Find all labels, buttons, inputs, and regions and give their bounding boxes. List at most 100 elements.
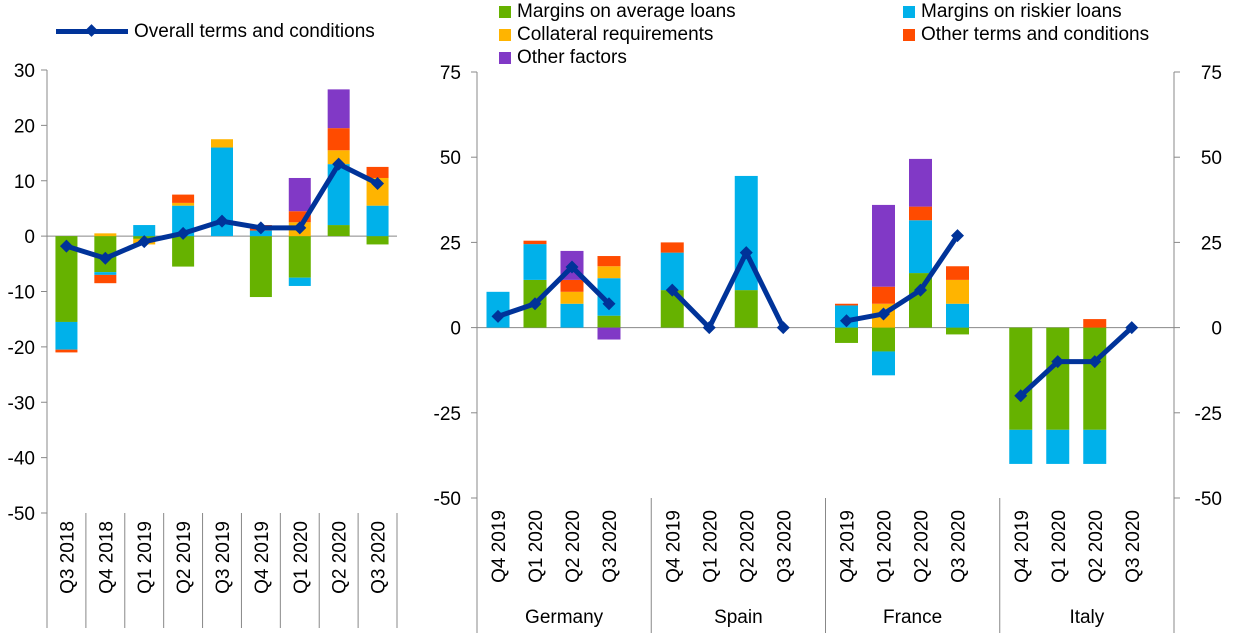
right-bar-germany-segment-other-terms <box>523 240 547 245</box>
left-x-tick-label: Q4 2018 <box>96 521 117 594</box>
left-x-tick-label: Q3 2019 <box>213 521 234 594</box>
left-y-tick-label: -20 <box>8 338 35 359</box>
left-overall-marker <box>59 239 73 253</box>
right-y-tick-label-left: -50 <box>434 489 461 510</box>
right-bar-france-segment-collateral <box>946 279 969 304</box>
left-bar-segment-margins-average <box>55 236 78 322</box>
right-italy-overall-marker <box>1014 389 1028 403</box>
right-bar-france-segment-margins-riskier <box>946 303 969 328</box>
right-bar-germany-segment-other-factors <box>597 327 621 340</box>
left-overall-marker <box>293 221 307 235</box>
right-x-tick-label: Q2 2020 <box>737 510 758 583</box>
right-x-tick-label: Q2 2020 <box>563 510 584 583</box>
right-x-tick-label: Q2 2020 <box>912 510 933 583</box>
left-bar-segment-other-terms <box>94 274 117 284</box>
left-bar-segment-margins-riskier <box>366 205 389 237</box>
legend-line-marker <box>56 20 128 43</box>
right-spain-overall-marker <box>739 246 753 260</box>
right-y-tick-label-right: 75 <box>1201 63 1222 84</box>
right-germany-overall-line <box>497 264 611 319</box>
right-italy-overall-line <box>1019 325 1134 398</box>
legend-item-collateral: Collateral requirements <box>499 23 713 46</box>
right-x-tick-label: Q1 2020 <box>526 510 547 583</box>
group-label-italy: Italy <box>1069 607 1104 628</box>
right-italy-overall-marker <box>1051 355 1065 369</box>
right-bar-france-segment-margins-average <box>946 327 969 335</box>
legend-swatch-other-factors <box>499 51 511 64</box>
left-overall-marker <box>176 226 190 240</box>
right-germany-overall-marker <box>565 260 579 274</box>
right-x-tick-label: Q3 2020 <box>1123 510 1144 583</box>
right-bar-france-segment-margins-riskier <box>872 351 895 376</box>
legend-swatch-collateral <box>499 28 511 41</box>
right-france-overall-marker <box>877 307 890 321</box>
right-x-tick-label: Q4 2019 <box>1012 510 1033 583</box>
right-y-tick-label-right: -50 <box>1195 489 1222 510</box>
right-bar-spain-segment-margins-average <box>734 290 758 328</box>
right-bar-italy-segment-margins-riskier <box>1009 429 1033 464</box>
right-y-tick-label-right: 0 <box>1211 319 1222 340</box>
left-bar-segment-margins-riskier <box>327 164 350 226</box>
right-bar-germany-segment-collateral <box>560 291 584 304</box>
left-bar-segment-margins-riskier <box>211 147 233 237</box>
right-france-overall-marker <box>914 283 927 297</box>
left-x-tick-label: Q1 2020 <box>291 521 312 594</box>
right-y-tick-label-left: 75 <box>440 63 461 84</box>
right-y-tick-label-right: -25 <box>1195 404 1222 425</box>
right-bar-germany-segment-margins-riskier <box>486 291 510 328</box>
right-x-tick-label: Q1 2020 <box>1049 510 1070 583</box>
left-bar-segment-other-terms <box>366 166 389 178</box>
legend-swatch-other-terms <box>903 28 915 41</box>
right-bar-france-segment-margins-average <box>835 327 858 343</box>
right-x-tick-label: Q3 2020 <box>774 510 795 583</box>
legend-label-overall: Overall terms and conditions <box>134 21 375 42</box>
left-bar-segment-other-factors <box>288 177 311 212</box>
right-france-overall-marker <box>840 314 853 328</box>
left-y-tick-label: 10 <box>14 172 35 193</box>
right-bar-france-segment-margins-average <box>909 273 932 328</box>
right-bar-italy-segment-margins-average <box>1046 327 1070 430</box>
right-bar-germany-segment-margins-riskier <box>523 244 547 280</box>
right-france-overall-marker <box>951 229 964 243</box>
right-x-tick-label: Q3 2020 <box>600 510 621 583</box>
right-bar-spain-segment-other-terms <box>660 242 684 253</box>
left-bar-segment-margins-riskier <box>55 321 78 350</box>
left-bar-segment-collateral <box>172 202 195 206</box>
left-bar-segment-margins-average <box>327 225 350 237</box>
right-x-tick-label: Q1 2020 <box>700 510 721 583</box>
right-x-tick-label: Q1 2020 <box>875 510 896 583</box>
left-x-tick-label: Q3 2018 <box>57 521 78 594</box>
legend-item-margins-riskier: Margins on riskier loans <box>903 0 1122 23</box>
left-y-tick-label: 0 <box>24 227 35 248</box>
left-bar-segment-other-terms <box>172 194 195 203</box>
left-x-tick-label: Q1 2019 <box>135 521 156 594</box>
legend-item-other-terms: Other terms and conditions <box>903 23 1149 46</box>
right-x-tick-label: Q3 2020 <box>949 510 970 583</box>
left-bar-segment-margins-average <box>172 236 195 267</box>
right-bar-italy-segment-margins-riskier <box>1046 429 1070 464</box>
right-y-tick-label-left: 50 <box>440 148 461 169</box>
legend-label-margins-riskier: Margins on riskier loans <box>921 1 1122 22</box>
legend: Overall terms and conditions Margins on … <box>0 0 1240 70</box>
legend-item-overall: Overall terms and conditions <box>56 20 375 43</box>
right-y-tick-label-right: 50 <box>1201 148 1222 169</box>
right-bar-france-segment-margins-average <box>872 327 895 352</box>
group-label-germany: Germany <box>525 607 604 628</box>
right-chart-plot: 75 75 50 50 25 25 0 0 -25 -25 -50 -50 Germany Q4 2019… <box>434 63 1222 633</box>
right-bar-france-segment-other-terms <box>872 286 895 304</box>
legend-item-margins-average: Margins on average loans <box>499 0 736 23</box>
right-spain-overall-marker <box>665 283 679 297</box>
legend-swatch-margins-riskier <box>903 5 915 18</box>
left-y-tick-label: -50 <box>8 504 35 525</box>
right-bar-germany-segment-collateral <box>597 266 621 279</box>
legend-item-other-factors: Other factors <box>499 46 627 69</box>
left-bar-segment-collateral <box>366 177 389 206</box>
left-x-tick-label: Q3 2020 <box>369 521 390 594</box>
left-chart-plot: 30 20 10 0 -10 -20 -30 -40 -50 Q3 2018 Q4 2018 Q1 2… <box>8 61 398 628</box>
left-bar-segment-other-terms <box>55 349 78 353</box>
legend-label-other-terms: Other terms and conditions <box>921 24 1150 45</box>
left-overall-marker <box>254 221 268 235</box>
left-bar-segment-margins-average <box>288 236 311 278</box>
right-y-tick-label-left: 25 <box>440 233 461 254</box>
right-bar-germany-segment-other-terms <box>560 279 584 292</box>
